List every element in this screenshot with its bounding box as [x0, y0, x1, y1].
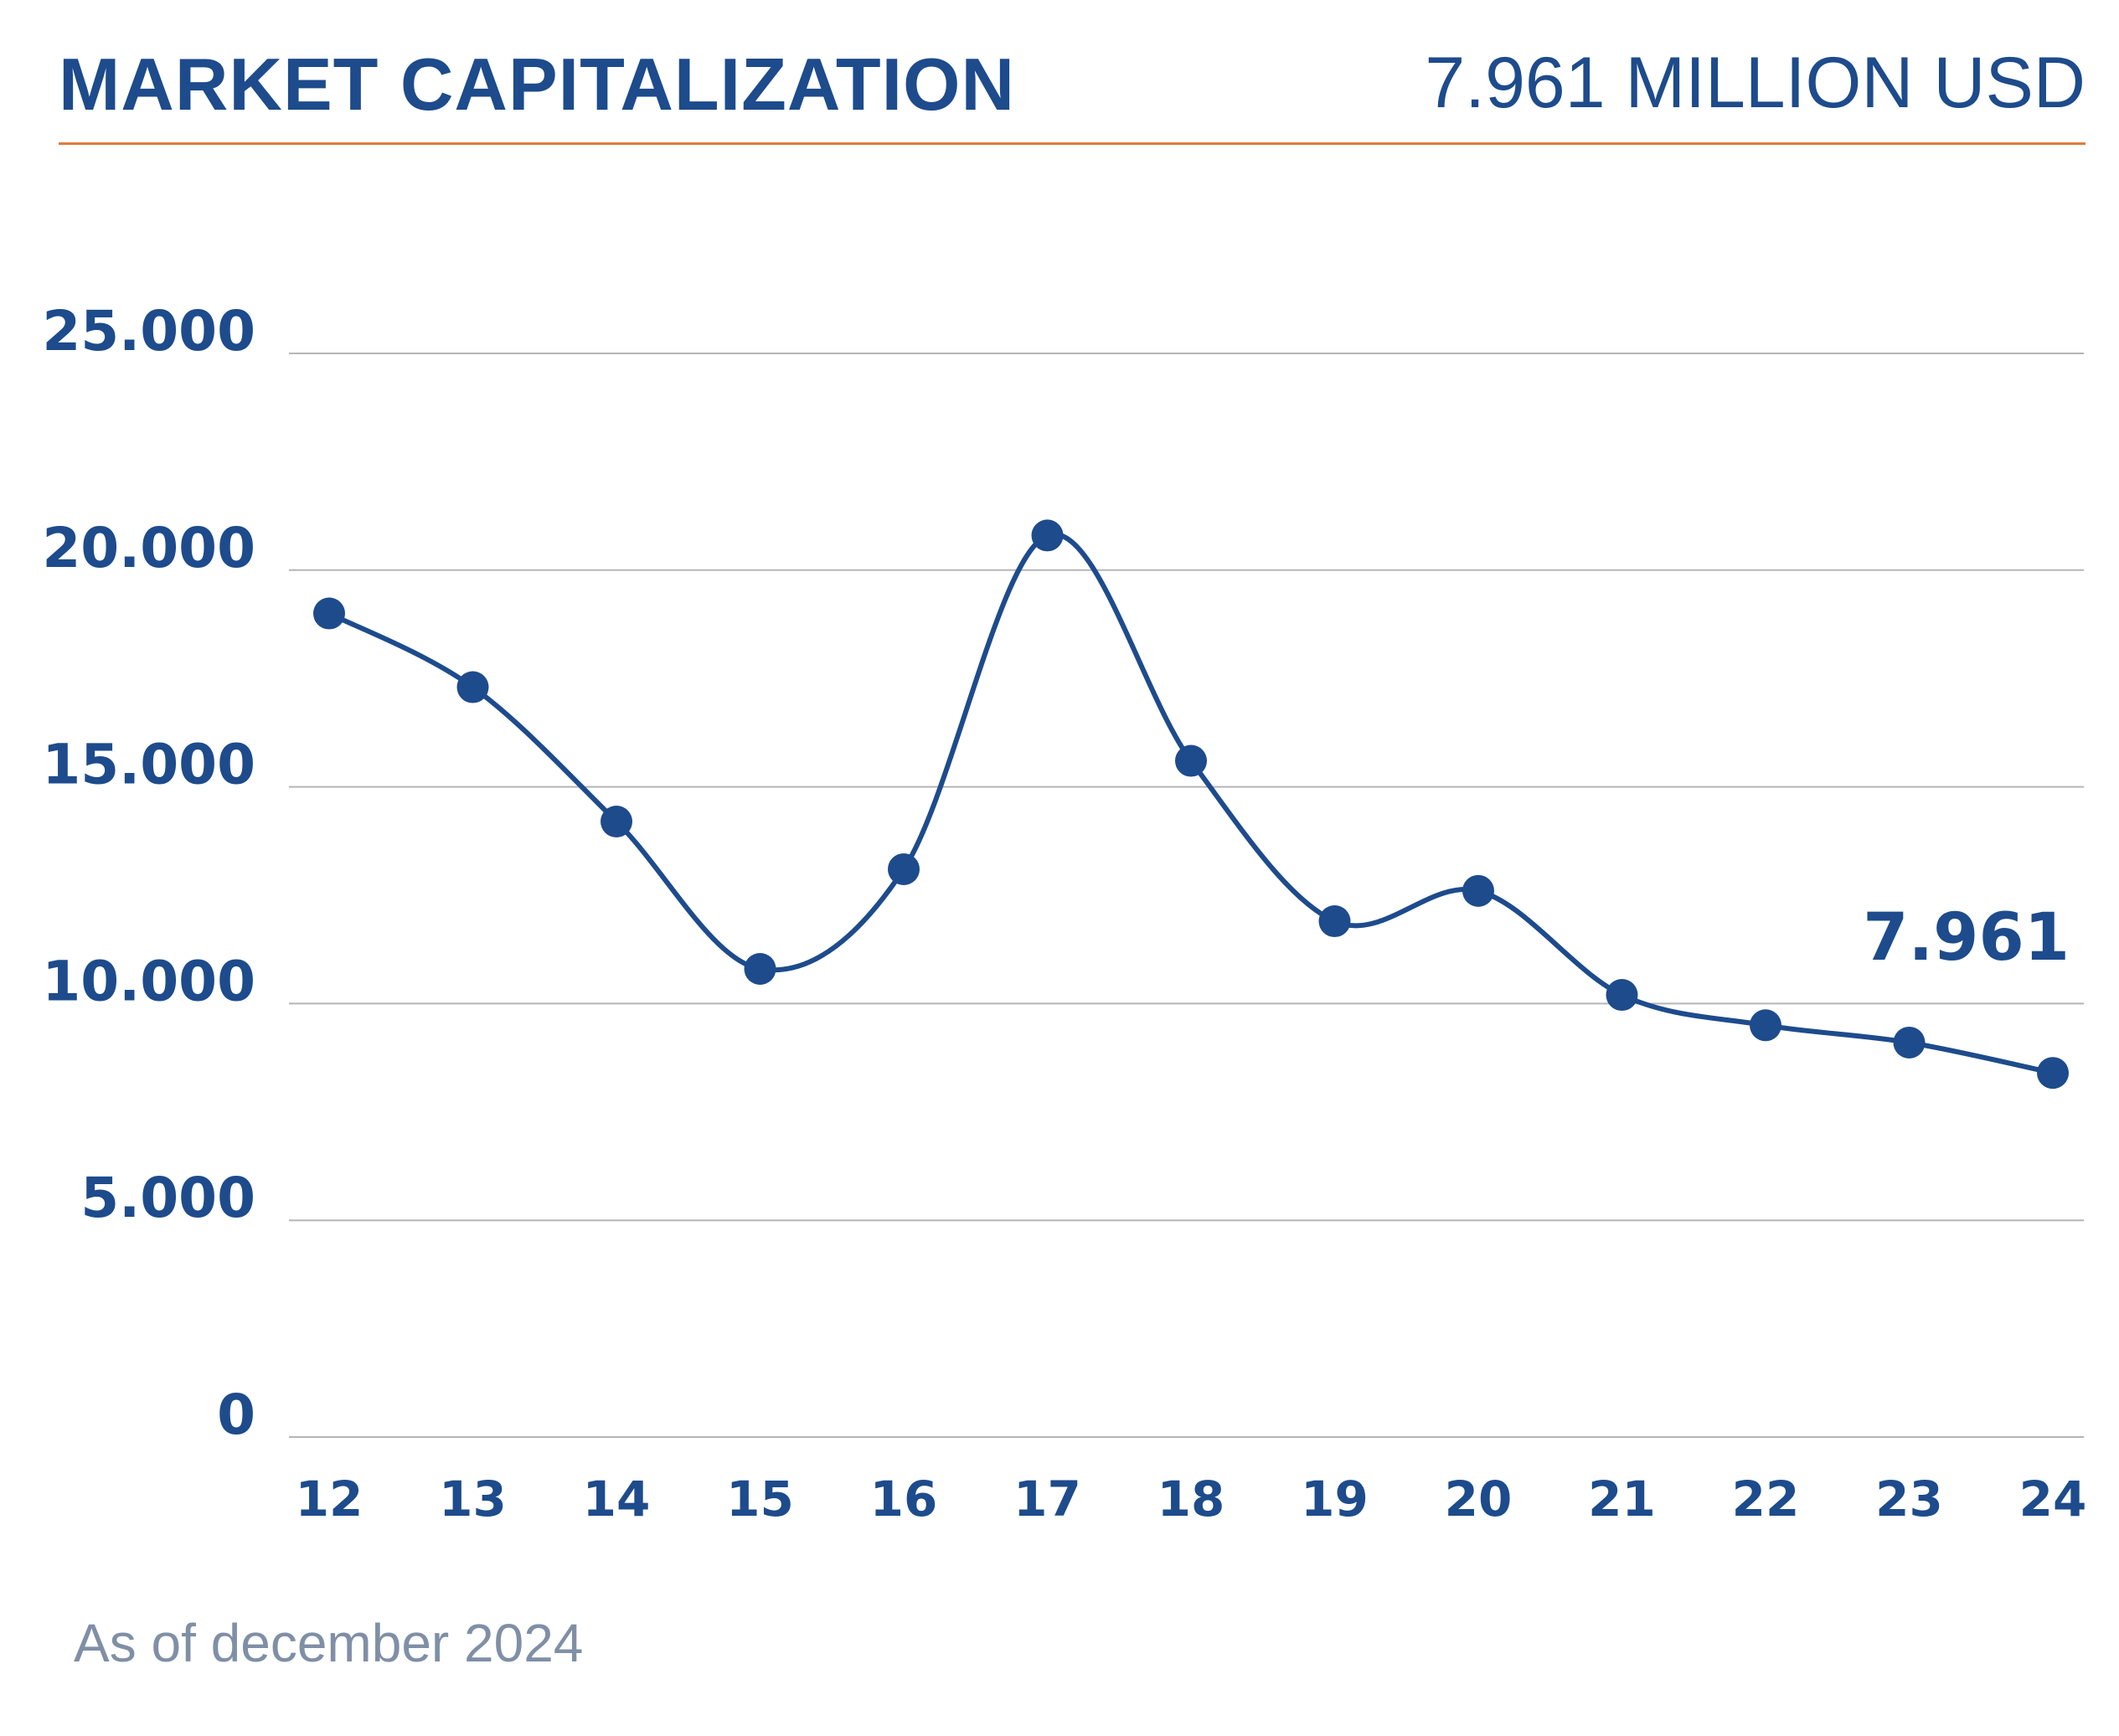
y-tick-label: 20.000	[42, 516, 255, 580]
y-tick-label: 15.000	[42, 733, 255, 797]
x-tick-label: 23	[1875, 1471, 1943, 1527]
data-point-13	[456, 671, 489, 703]
data-point-24	[2037, 1057, 2069, 1090]
data-point-12	[313, 597, 345, 630]
x-tick-label: 13	[439, 1471, 507, 1527]
data-point-14	[601, 806, 632, 838]
headline-value: 7.961 MILLION USD	[1425, 43, 2085, 123]
data-point-20	[1462, 874, 1494, 907]
x-tick-label: 16	[870, 1471, 938, 1527]
x-tick-label: 22	[1732, 1471, 1800, 1527]
data-point-23	[1893, 1026, 1926, 1059]
chart-title: MARKET CAPITALIZATION	[59, 43, 1016, 126]
data-point-15	[744, 952, 776, 985]
x-tick-label: 17	[1013, 1471, 1081, 1527]
x-tick-label: 14	[583, 1471, 651, 1527]
x-tick-label: 19	[1301, 1471, 1369, 1527]
data-point-18	[1175, 744, 1207, 777]
x-tick-label: 15	[726, 1471, 794, 1527]
y-tick-label: 10.000	[42, 949, 255, 1013]
x-tick-label: 12	[296, 1471, 363, 1527]
y-tick-label: 5.000	[80, 1166, 255, 1230]
header: MARKET CAPITALIZATION 7.961 MILLION USD	[59, 33, 2085, 145]
series-line	[327, 531, 2055, 1076]
footnote: As of december 2024	[74, 1613, 584, 1673]
y-tick-label: 25.000	[42, 299, 255, 363]
data-point-19	[1318, 905, 1351, 938]
data-point-17	[1031, 519, 1064, 552]
x-tick-label: 24	[2019, 1471, 2087, 1527]
x-tick-label: 18	[1157, 1471, 1225, 1527]
y-tick-label: 0	[217, 1383, 255, 1447]
x-tick-label: 20	[1445, 1471, 1513, 1527]
last-value-label: 7.961	[1863, 900, 2070, 976]
data-point-16	[888, 853, 920, 885]
data-point-21	[1606, 979, 1638, 1012]
data-point-22	[1750, 1009, 1781, 1042]
x-tick-label: 21	[1588, 1471, 1656, 1527]
